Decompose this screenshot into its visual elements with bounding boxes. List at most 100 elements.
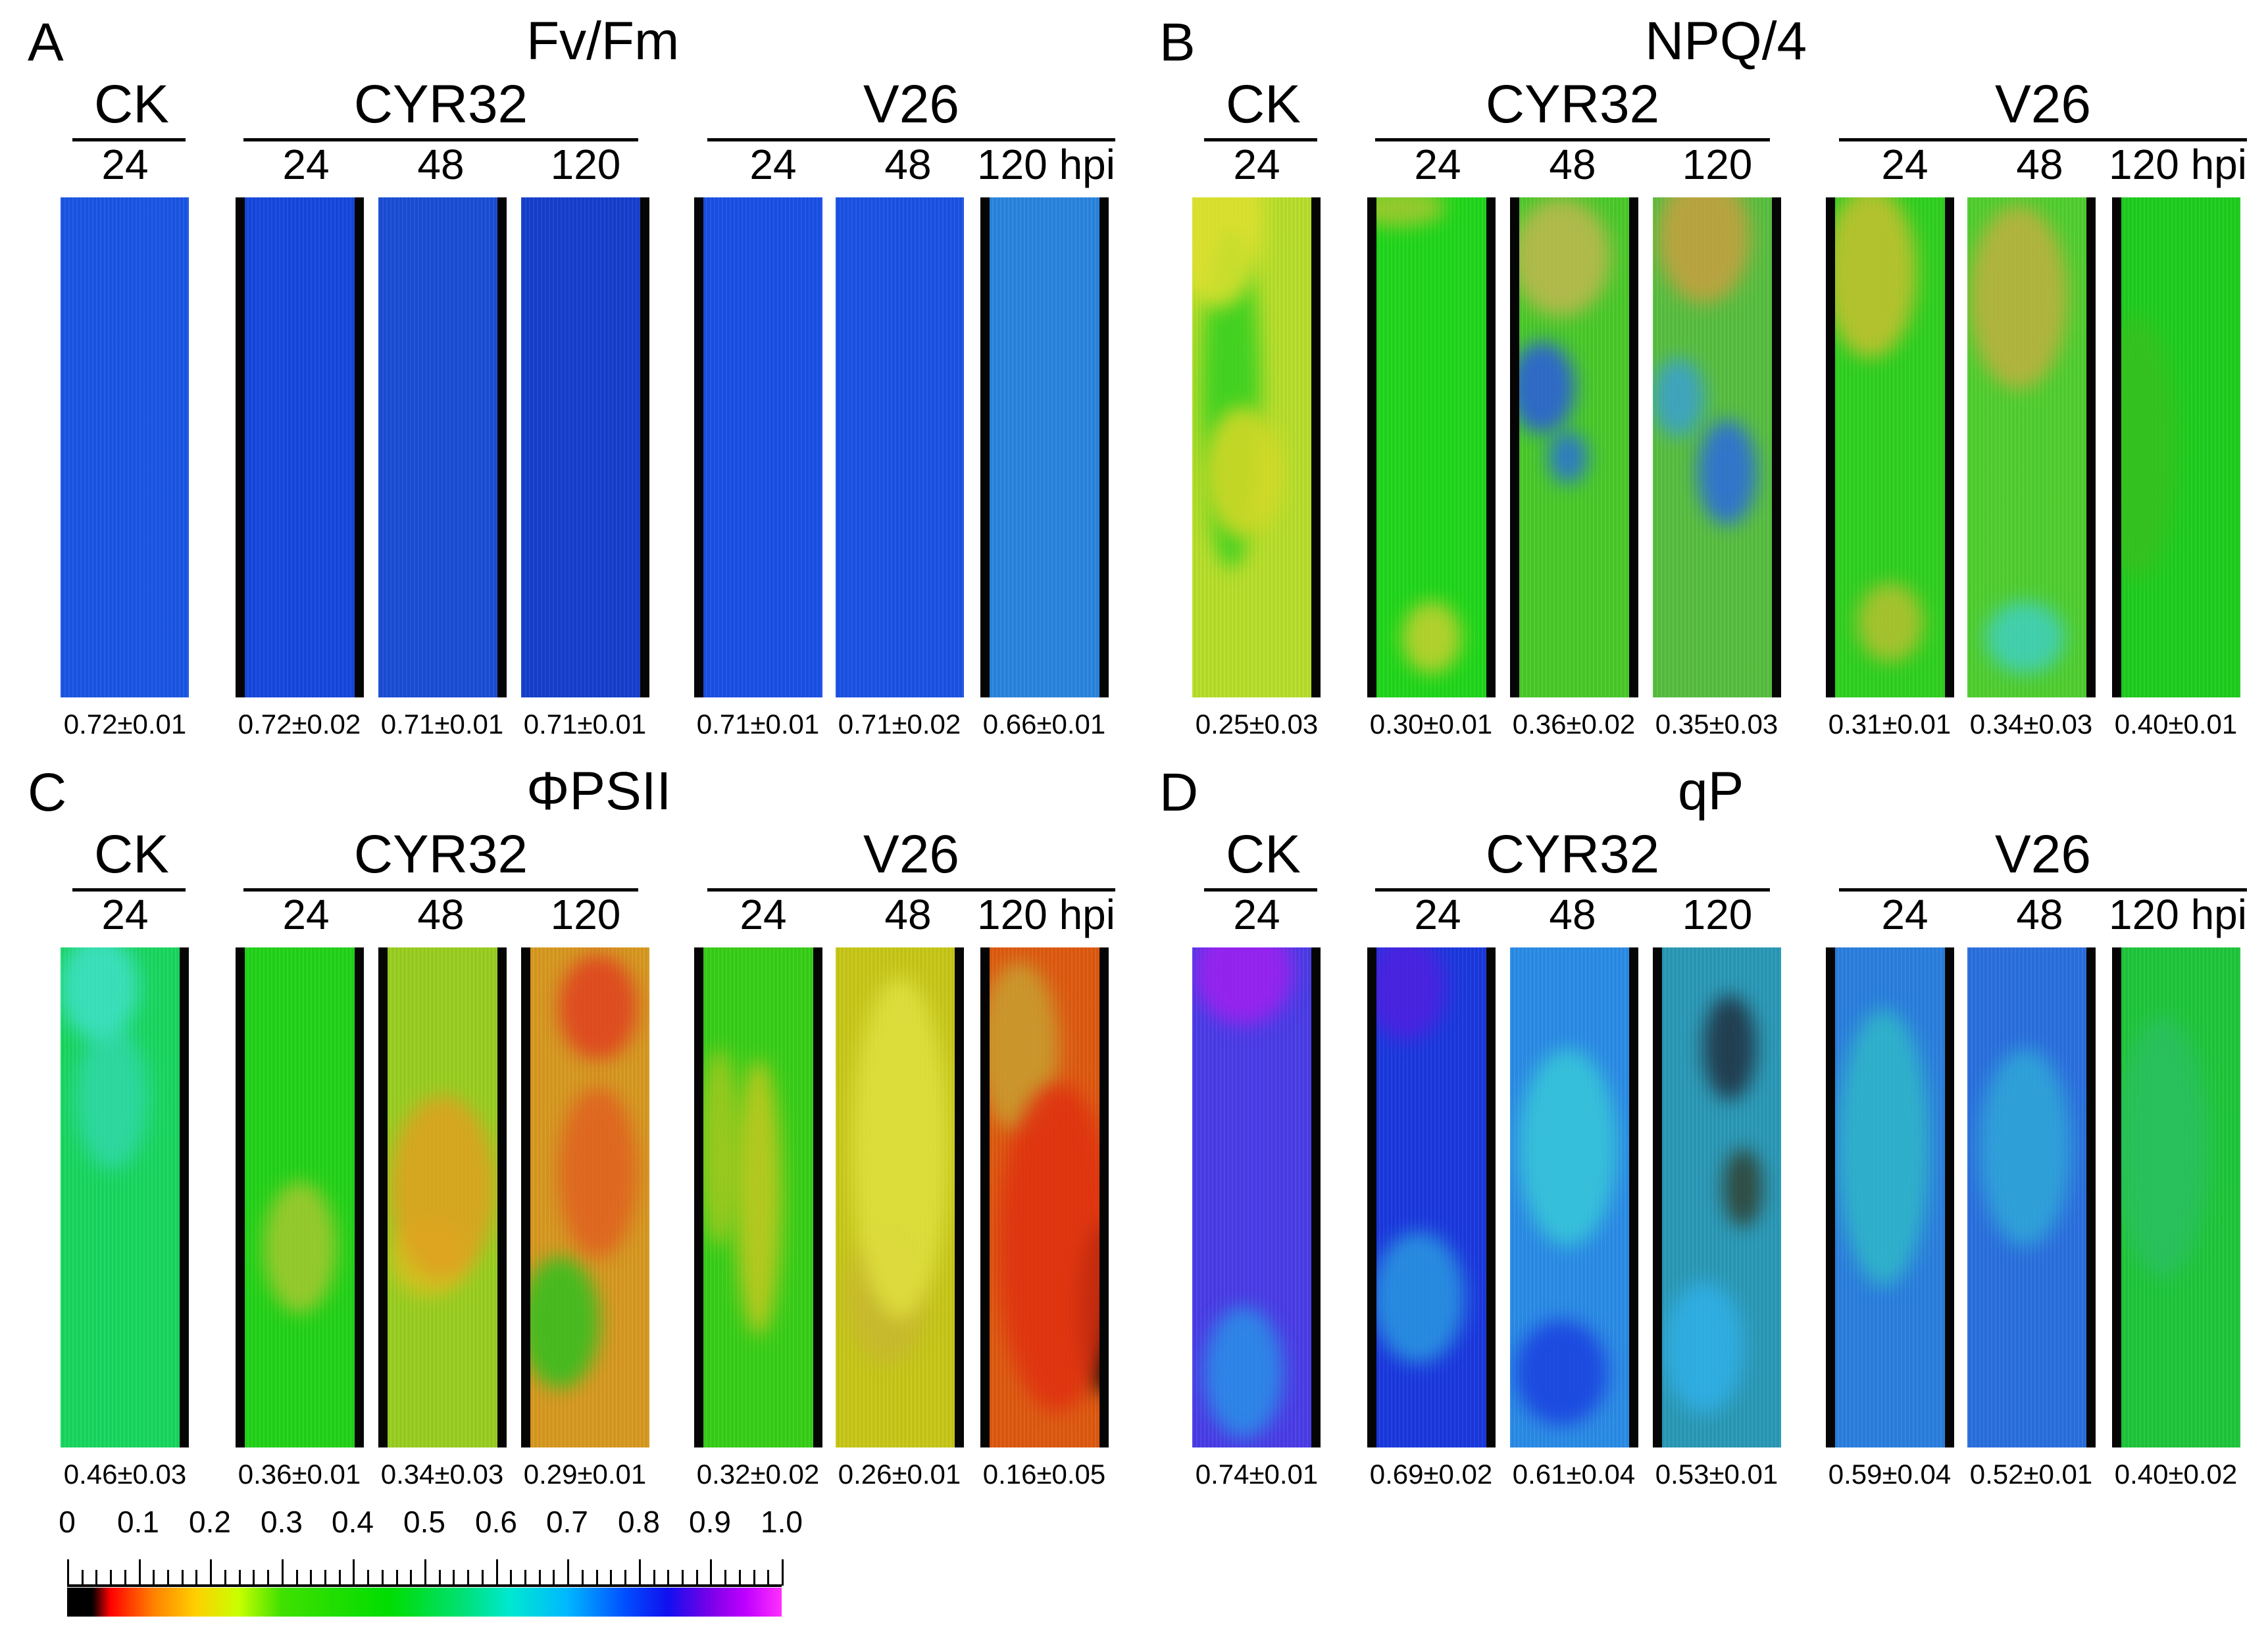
scale-tick — [481, 1570, 484, 1586]
scale-label: 0.5 — [403, 1505, 445, 1539]
group-line-v26 — [707, 138, 1115, 141]
leaf-image — [1653, 197, 1781, 697]
scale-label: 0.1 — [117, 1505, 159, 1539]
scale-tick — [495, 1559, 498, 1586]
leaf-image — [1967, 197, 2096, 697]
panel-letter: A — [28, 13, 64, 72]
time-label: 120 hpi — [977, 141, 1115, 188]
leaf-image — [2112, 197, 2240, 697]
time-label: 48 — [2016, 891, 2063, 938]
time-label: 24 — [282, 141, 330, 188]
panel-title: qP — [1678, 761, 1744, 821]
scale-label: 0.9 — [689, 1505, 731, 1539]
leaf-image — [1653, 947, 1781, 1447]
scale-tick — [610, 1570, 613, 1586]
time-label: 24 — [101, 891, 149, 938]
value-label: 0.40±0.02 — [2114, 1459, 2238, 1490]
leaf-patch — [2112, 316, 2177, 579]
time-label: 48 — [417, 891, 465, 938]
scale-tick — [538, 1570, 541, 1586]
time-label: 48 — [2016, 141, 2063, 188]
leaf-patch — [61, 947, 139, 1040]
leaf-patch — [1548, 431, 1588, 484]
leaf-patch — [1518, 1049, 1617, 1246]
leaf-patch — [1978, 1049, 2071, 1246]
leaf-image — [378, 947, 507, 1447]
scale-tick — [438, 1570, 441, 1586]
leaf-image — [236, 197, 364, 697]
group-line-ck — [72, 138, 186, 141]
leaf-image — [980, 947, 1109, 1447]
value-label: 0.46±0.03 — [63, 1459, 187, 1490]
scale-tick — [553, 1570, 555, 1586]
scale-tick — [238, 1570, 241, 1586]
leaf-image — [1192, 947, 1321, 1447]
group-label-cyr32: CYR32 — [353, 824, 528, 884]
leaf-patch — [1665, 1282, 1744, 1413]
value-label: 0.71±0.02 — [838, 709, 961, 740]
leaf-patch — [1204, 1307, 1283, 1438]
time-label: 120 hpi — [2109, 891, 2247, 938]
leaf-image — [1367, 197, 1496, 697]
scale-tick — [381, 1570, 384, 1586]
time-label: 120 — [550, 891, 621, 938]
time-label: 120 — [1682, 891, 1753, 938]
leaf-image — [694, 197, 822, 697]
color-scale: 0 0.1 0.2 0.3 0.4 0.5 0.6 0.7 0.8 0.9 1.… — [59, 1505, 803, 1619]
scale-label: 0.8 — [618, 1505, 660, 1539]
leaf-patch — [263, 1182, 336, 1313]
group-label-v26: V26 — [863, 824, 959, 884]
value-label: 0.40±0.01 — [2114, 709, 2238, 740]
scale-tick — [367, 1570, 370, 1586]
value-label: 0.59±0.04 — [1828, 1459, 1952, 1490]
leaf-image — [694, 947, 822, 1447]
scale-tick — [181, 1570, 184, 1586]
scale-tick — [267, 1570, 270, 1586]
scale-tick — [281, 1559, 284, 1586]
panel-c: C ΦPSII CK CYR32 V26 24 24 48 120 24 48 … — [0, 750, 1132, 1500]
scale-tick — [67, 1559, 69, 1586]
scale-tick — [95, 1570, 98, 1586]
value-label: 0.66±0.01 — [982, 709, 1106, 740]
leaf-image — [1826, 947, 1954, 1447]
group-label-v26: V26 — [863, 74, 959, 134]
leaf-image — [61, 197, 189, 697]
value-label: 0.72±0.02 — [238, 709, 361, 740]
time-label: 24 — [1414, 891, 1461, 938]
leaf-image — [61, 947, 189, 1447]
scale-tick — [224, 1570, 226, 1586]
leaf-patch — [1367, 947, 1446, 1040]
leaf-image — [1967, 947, 2096, 1447]
scale-tick — [395, 1570, 398, 1586]
group-label-ck: CK — [1226, 824, 1301, 884]
leaf-patch — [76, 1025, 148, 1170]
scale-tick — [653, 1570, 655, 1586]
leaf-patch — [1401, 601, 1461, 674]
color-bar — [67, 1588, 782, 1617]
scale-tick — [638, 1559, 641, 1586]
leaf-patch — [1723, 1147, 1763, 1227]
scale-tick — [81, 1570, 84, 1586]
leaf-patch — [1985, 601, 2065, 674]
scale-tick — [581, 1570, 584, 1586]
group-line-cyr32 — [1375, 138, 1770, 141]
leaf-patch — [1826, 197, 1917, 358]
scale-tick — [324, 1570, 326, 1586]
value-label: 0.29±0.01 — [523, 1459, 647, 1490]
scale-tick — [310, 1570, 313, 1586]
value-label: 0.74±0.01 — [1195, 1459, 1319, 1490]
leaf-image — [1510, 947, 1638, 1447]
panel-a: A Fv/Fm CK CYR32 V26 24 24 48 120 24 48 … — [0, 0, 1132, 750]
scale-ruler-base — [67, 1584, 782, 1587]
leaf-patch — [521, 1257, 599, 1388]
value-label: 0.71±0.01 — [380, 709, 504, 740]
panel-d: D qP CK CYR32 V26 24 24 48 120 24 48 120… — [1132, 750, 2263, 1500]
scale-label: 1.0 — [761, 1505, 803, 1539]
leaf-patch — [1373, 1232, 1465, 1363]
leaf-image — [836, 947, 964, 1447]
scale-label: 0.6 — [475, 1505, 517, 1539]
leaf-image — [521, 197, 649, 697]
leaf-image — [1367, 947, 1496, 1447]
scale-tick — [210, 1559, 213, 1586]
value-label: 0.25±0.03 — [1195, 709, 1319, 740]
